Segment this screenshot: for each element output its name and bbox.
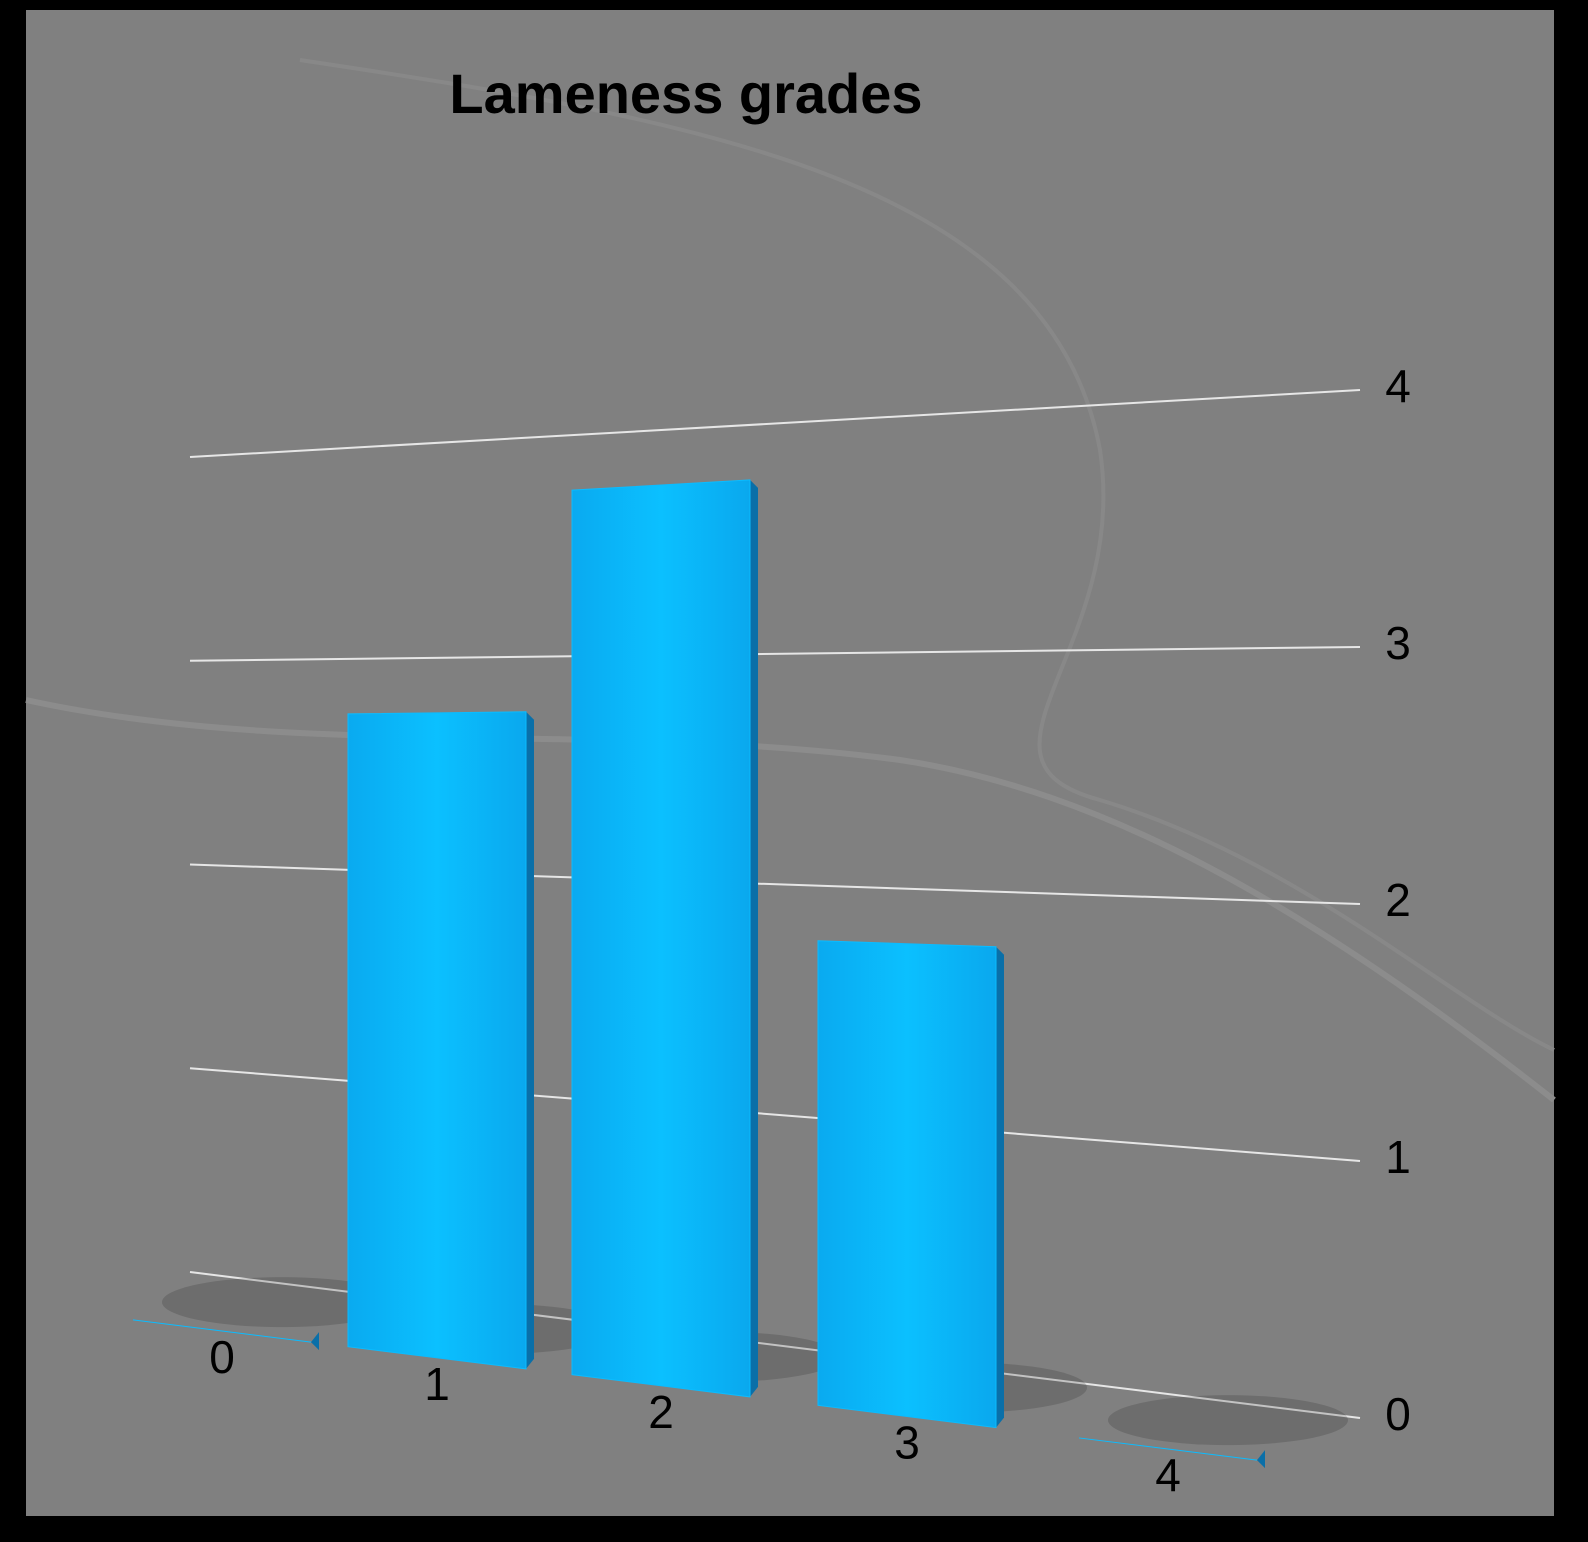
bar [572, 480, 750, 1397]
x-tick-label: 0 [209, 1331, 235, 1383]
y-tick-label: 1 [1385, 1131, 1411, 1183]
y-tick-label: 0 [1385, 1388, 1411, 1440]
page: {"chart_data": {"type": "bar3d", "title"… [0, 0, 1588, 1542]
bar-side [996, 947, 1004, 1428]
bar-shadow [1108, 1395, 1348, 1445]
x-tick-label: 2 [648, 1386, 674, 1438]
y-tick-label: 3 [1385, 617, 1411, 669]
bar [818, 941, 996, 1428]
bar [348, 712, 526, 1369]
x-tick-label: 1 [424, 1358, 450, 1410]
bar-side [750, 480, 758, 1397]
bar-side [526, 712, 534, 1369]
y-tick-label: 4 [1385, 360, 1411, 412]
x-tick-label: 3 [894, 1417, 920, 1469]
x-tick-label: 4 [1155, 1449, 1181, 1501]
chart: Lameness grades 0 1 2 3 4 0 1 2 3 4 [0, 0, 1588, 1542]
chart-title: Lameness grades [449, 62, 922, 125]
y-tick-label: 2 [1385, 874, 1411, 926]
